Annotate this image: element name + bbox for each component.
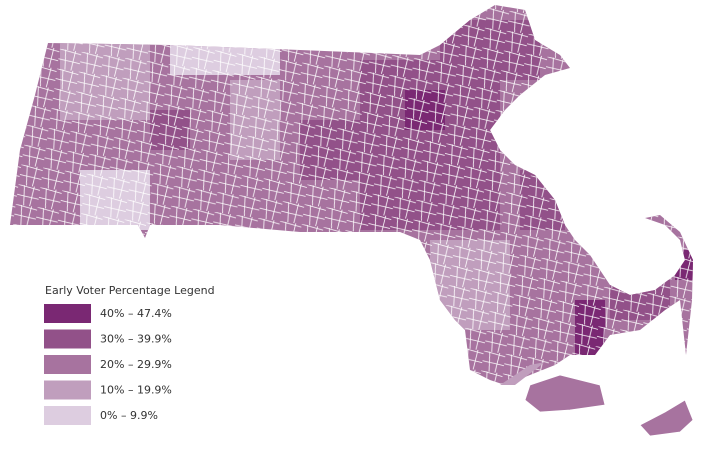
legend-label: 10% – 19.9%	[100, 384, 172, 397]
legend-label: 30% – 39.9%	[100, 333, 172, 346]
legend-label: 20% – 29.9%	[100, 358, 172, 371]
legend-swatch	[44, 406, 91, 425]
legend-swatch	[44, 355, 91, 374]
legend-label: 0% – 9.9%	[100, 409, 158, 422]
legend: Early Voter Percentage Legend 40% – 47.4…	[44, 284, 215, 425]
legend-swatch	[44, 304, 91, 323]
legend-swatch	[44, 380, 91, 400]
legend-label: 40% – 47.4%	[100, 307, 172, 320]
legend-swatch	[44, 329, 91, 349]
legend-title: Early Voter Percentage Legend	[45, 284, 215, 297]
